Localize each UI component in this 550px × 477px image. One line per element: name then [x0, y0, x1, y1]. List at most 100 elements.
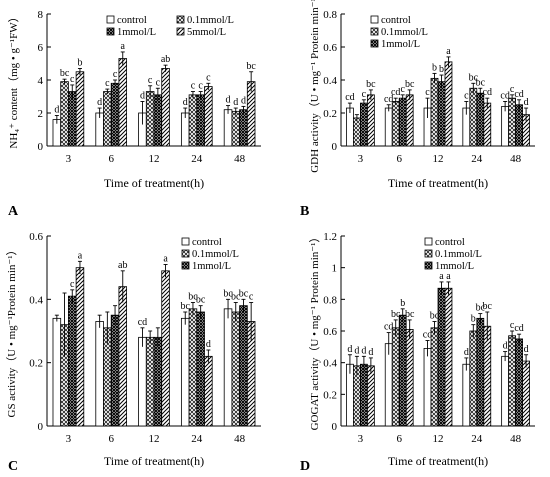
bar [118, 286, 128, 427]
significance-label: c [148, 75, 153, 86]
bar [437, 287, 446, 427]
significance-label: bc [405, 79, 415, 90]
x-tick-label: 24 [471, 153, 483, 165]
panel-letter: B [300, 204, 309, 219]
significance-label: d [347, 344, 352, 355]
bar [231, 311, 240, 427]
bar [196, 311, 205, 427]
y-tick-label: 4 [38, 75, 44, 87]
x-axis-label: Time of treatment(h) [388, 176, 488, 190]
bar [223, 109, 233, 147]
legend-swatch [106, 27, 115, 36]
x-axis-label: Time of treatment(h) [104, 454, 204, 468]
bar [366, 94, 375, 147]
bar [501, 355, 510, 427]
significance-label: cd [391, 87, 400, 98]
bar [68, 91, 77, 147]
y-axis-label: GOGAT activity（U • mg⁻¹ Protein min⁻¹） [308, 232, 321, 431]
legend-swatch [181, 237, 190, 246]
bar [437, 81, 446, 147]
panel-letter: D [300, 459, 310, 474]
x-tick-label: 6 [396, 153, 402, 165]
y-axis-label: GDH activity（U • mg⁻¹ Protein min⁻¹） [308, 0, 321, 173]
bar [188, 94, 198, 147]
bar [52, 317, 62, 427]
bar [501, 106, 510, 147]
significance-label: a [446, 46, 451, 57]
significance-label: a [439, 271, 444, 282]
significance-label: a [163, 254, 168, 265]
bar [196, 94, 205, 147]
bar [444, 61, 453, 147]
legend-swatch [424, 249, 433, 258]
significance-label: ab [161, 54, 170, 65]
bar [145, 336, 155, 427]
x-tick-label: 6 [108, 433, 114, 445]
significance-label: cd [483, 87, 492, 98]
bar [95, 321, 104, 427]
panel-letter: A [8, 204, 19, 219]
bar [346, 107, 354, 147]
significance-label: c [105, 78, 110, 89]
significance-label: bc [231, 292, 241, 303]
x-tick-label: 24 [191, 433, 203, 445]
significance-label: b [471, 314, 476, 325]
bar [103, 91, 112, 147]
x-tick-label: 6 [108, 153, 114, 165]
bar [483, 102, 492, 147]
bar [161, 68, 170, 147]
legend-swatch [106, 15, 115, 24]
bar [398, 97, 407, 147]
significance-label: cd [345, 92, 354, 103]
significance-label: c [362, 89, 367, 100]
significance-label: bc [196, 295, 206, 306]
significance-label: bc [366, 79, 376, 90]
y-tick-label: 6 [38, 42, 44, 54]
bar [239, 305, 248, 427]
significance-label: cd [500, 90, 509, 101]
significance-label: c [425, 87, 430, 98]
significance-label: a [78, 250, 83, 261]
legend-label: 0.1mmol/L [187, 15, 234, 26]
y-tick-label: 0.4 [323, 75, 337, 87]
x-axis-label: Time of treatment(h) [388, 454, 488, 468]
legend-swatch [181, 261, 190, 270]
significance-label: d [361, 345, 366, 356]
significance-label: c [70, 279, 75, 290]
bar [515, 104, 523, 147]
bar [145, 91, 155, 147]
y-tick-label: 0 [38, 421, 44, 433]
significance-label: d [464, 347, 469, 358]
significance-label: c [70, 74, 75, 85]
bar [353, 117, 361, 147]
x-tick-label: 48 [510, 153, 522, 165]
bar [462, 363, 471, 427]
significance-label: bc [483, 301, 493, 312]
bar [138, 336, 147, 427]
legend-label: 0.1mmol/L [192, 249, 239, 260]
bar [508, 97, 516, 147]
bar [469, 330, 478, 427]
legend-swatch [370, 39, 379, 48]
x-tick-label: 24 [191, 153, 203, 165]
legend-swatch [424, 261, 433, 270]
legend-swatch [370, 27, 379, 36]
y-tick-label: 8 [38, 9, 44, 21]
bar [153, 336, 163, 427]
legend-swatch [176, 15, 185, 24]
significance-label: c [510, 320, 515, 331]
x-tick-label: 3 [66, 433, 72, 445]
y-axis-label: GS activity（U • mg⁻¹Protein min⁻¹） [5, 245, 18, 418]
significance-label: d [233, 97, 238, 108]
y-tick-label: 0.4 [29, 294, 43, 306]
y-tick-label: 0.2 [323, 389, 337, 401]
significance-label: c [198, 81, 203, 92]
y-tick-label: 0.8 [323, 294, 337, 306]
bar [384, 343, 393, 427]
bar [522, 360, 530, 427]
significance-label: c [191, 81, 196, 92]
significance-label: bc [246, 61, 256, 72]
significance-label: bc [430, 311, 440, 322]
x-axis-label: Time of treatment(h) [104, 176, 204, 190]
